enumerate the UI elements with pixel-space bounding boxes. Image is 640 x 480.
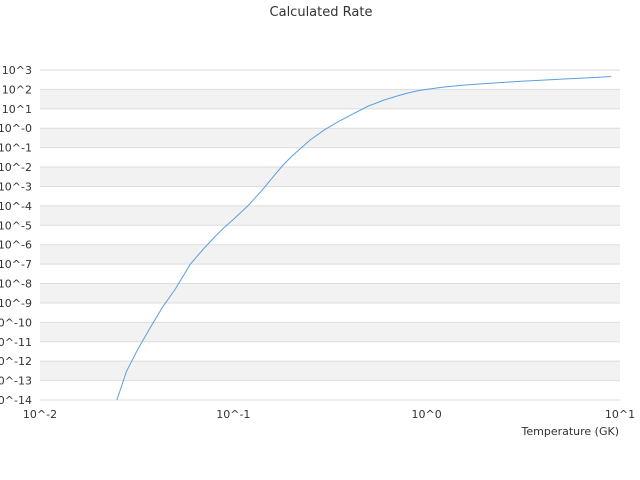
y-axis-tick-labels: 10^3 10^2 10^1 10^-0 10^-1 10^-2 10^-3 10^-4 10^…: [0, 64, 32, 407]
y-tick-label: 10^-3: [0, 180, 32, 193]
y-tick-label: 10^3: [2, 64, 32, 77]
x-axis-title: Temperature (GK): [521, 425, 620, 438]
y-tick-label: 10^-5: [0, 219, 32, 232]
y-tick-label: 10^-0: [0, 122, 32, 135]
y-tick-label: 10^-8: [0, 278, 32, 291]
grid-band: [40, 283, 620, 303]
x-axis-tick-labels: 10^-2 10^-1 10^0 10^1: [23, 408, 635, 421]
y-tick-label: 10^-7: [0, 258, 32, 271]
x-tick-label: 10^-1: [216, 408, 250, 421]
y-tick-label: 10^-12: [0, 355, 32, 368]
grid-band: [40, 89, 620, 109]
y-tick-label: 10^-2: [0, 161, 32, 174]
rate-series-line: [116, 76, 612, 401]
y-tick-label: 10^-11: [0, 336, 32, 349]
y-tick-label: 10^-13: [0, 375, 32, 388]
y-tick-label: 10^2: [2, 83, 32, 96]
grid-band: [40, 244, 620, 265]
grid-band: [40, 128, 620, 148]
grid-bands: [40, 69, 620, 401]
y-tick-label: 10^-9: [0, 297, 32, 310]
y-tick-label: 10^-6: [0, 239, 32, 252]
y-tick-label: 10^-1: [0, 142, 32, 155]
grid-band: [40, 322, 620, 342]
grid-band: [40, 361, 620, 381]
y-tick-label: 10^-4: [0, 200, 32, 213]
grid-band: [40, 205, 620, 226]
x-tick-label: 10^-2: [23, 408, 57, 421]
y-tick-label: 10^-14: [0, 394, 32, 407]
chart-title: Calculated Rate: [270, 5, 373, 20]
x-tick-label: 10^1: [605, 408, 635, 421]
y-tick-label: 10^-10: [0, 316, 32, 329]
y-tick-label: 10^1: [2, 103, 32, 116]
x-tick-label: 10^0: [412, 408, 442, 421]
grid-band: [40, 167, 620, 187]
